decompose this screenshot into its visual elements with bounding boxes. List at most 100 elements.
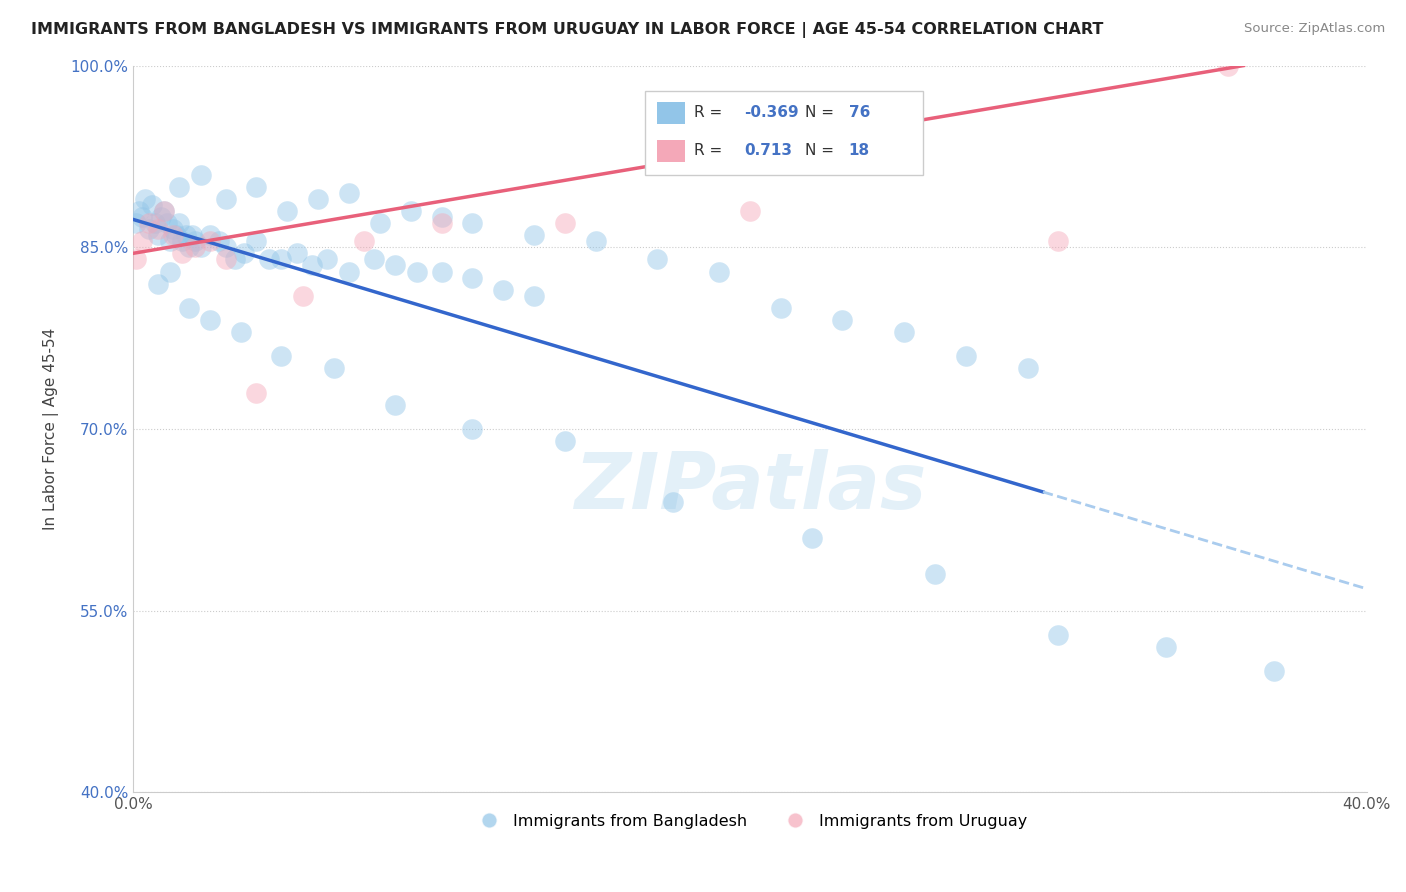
Point bbox=[146, 222, 169, 236]
Point bbox=[270, 252, 292, 267]
Point bbox=[214, 252, 236, 267]
Point bbox=[461, 216, 484, 230]
Point bbox=[138, 222, 160, 236]
Point bbox=[141, 198, 163, 212]
Point bbox=[165, 228, 187, 243]
Point bbox=[399, 203, 422, 218]
Y-axis label: In Labor Force | Age 45-54: In Labor Force | Age 45-54 bbox=[44, 328, 59, 530]
FancyBboxPatch shape bbox=[645, 91, 922, 175]
Point bbox=[363, 252, 385, 267]
Point bbox=[190, 168, 212, 182]
Point bbox=[461, 270, 484, 285]
Text: 0.713: 0.713 bbox=[744, 143, 792, 158]
Bar bbox=[658, 140, 685, 161]
Point bbox=[156, 216, 179, 230]
Point bbox=[257, 252, 280, 267]
Point bbox=[307, 192, 329, 206]
Text: R =: R = bbox=[695, 105, 727, 120]
Point bbox=[893, 325, 915, 339]
Point bbox=[461, 422, 484, 436]
Point bbox=[800, 531, 823, 545]
Point bbox=[184, 234, 207, 248]
Point bbox=[492, 283, 515, 297]
Point bbox=[174, 228, 197, 243]
Point bbox=[172, 246, 194, 260]
Text: 76: 76 bbox=[849, 105, 870, 120]
Point bbox=[738, 203, 761, 218]
Point bbox=[353, 234, 375, 248]
Point bbox=[149, 210, 172, 224]
Point bbox=[1047, 628, 1070, 642]
Point bbox=[1047, 234, 1070, 248]
Point bbox=[153, 203, 176, 218]
Point bbox=[180, 228, 202, 243]
Point bbox=[337, 264, 360, 278]
Point bbox=[200, 313, 222, 327]
Point bbox=[662, 494, 685, 508]
Point bbox=[1156, 640, 1178, 654]
Point bbox=[1216, 59, 1239, 73]
Point bbox=[955, 349, 977, 363]
Text: N =: N = bbox=[806, 143, 839, 158]
Point bbox=[707, 264, 730, 278]
Point bbox=[159, 264, 181, 278]
Point bbox=[131, 210, 153, 224]
Point bbox=[233, 246, 256, 260]
Text: IMMIGRANTS FROM BANGLADESH VS IMMIGRANTS FROM URUGUAY IN LABOR FORCE | AGE 45-54: IMMIGRANTS FROM BANGLADESH VS IMMIGRANTS… bbox=[31, 22, 1104, 38]
Point bbox=[270, 349, 292, 363]
Point bbox=[405, 264, 427, 278]
Point bbox=[128, 203, 150, 218]
Point bbox=[146, 277, 169, 291]
Point bbox=[208, 234, 231, 248]
Point bbox=[214, 240, 236, 254]
Point bbox=[229, 325, 252, 339]
Text: N =: N = bbox=[806, 105, 839, 120]
Point bbox=[125, 216, 148, 230]
Point bbox=[153, 203, 176, 218]
Point bbox=[554, 216, 576, 230]
Point bbox=[924, 567, 946, 582]
Point bbox=[125, 252, 148, 267]
Point bbox=[322, 361, 344, 376]
Point bbox=[769, 301, 792, 315]
Point bbox=[134, 192, 156, 206]
Point bbox=[430, 210, 453, 224]
Point bbox=[245, 385, 267, 400]
Point bbox=[138, 216, 160, 230]
Point bbox=[337, 186, 360, 200]
Point bbox=[285, 246, 308, 260]
Point bbox=[245, 234, 267, 248]
Point bbox=[131, 234, 153, 248]
Point bbox=[647, 252, 669, 267]
Point bbox=[523, 228, 546, 243]
Point bbox=[368, 216, 391, 230]
Point bbox=[276, 203, 298, 218]
Bar bbox=[658, 102, 685, 124]
Point bbox=[162, 228, 184, 243]
Text: Source: ZipAtlas.com: Source: ZipAtlas.com bbox=[1244, 22, 1385, 36]
Text: -0.369: -0.369 bbox=[744, 105, 799, 120]
Point bbox=[245, 179, 267, 194]
Point bbox=[146, 228, 169, 243]
Point bbox=[143, 216, 166, 230]
Point bbox=[159, 234, 181, 248]
Point bbox=[214, 192, 236, 206]
Point bbox=[1017, 361, 1039, 376]
Text: 18: 18 bbox=[849, 143, 870, 158]
Point bbox=[224, 252, 246, 267]
Point bbox=[172, 234, 194, 248]
Point bbox=[316, 252, 339, 267]
Point bbox=[177, 240, 200, 254]
Point bbox=[184, 240, 207, 254]
Text: ZIPatlas: ZIPatlas bbox=[574, 449, 927, 525]
Point bbox=[554, 434, 576, 448]
Point bbox=[162, 222, 184, 236]
Point bbox=[585, 234, 607, 248]
Point bbox=[200, 234, 222, 248]
Point bbox=[169, 216, 191, 230]
Legend: Immigrants from Bangladesh, Immigrants from Uruguay: Immigrants from Bangladesh, Immigrants f… bbox=[467, 807, 1033, 835]
Text: R =: R = bbox=[695, 143, 727, 158]
Point bbox=[177, 301, 200, 315]
Point bbox=[384, 398, 406, 412]
Point bbox=[430, 216, 453, 230]
